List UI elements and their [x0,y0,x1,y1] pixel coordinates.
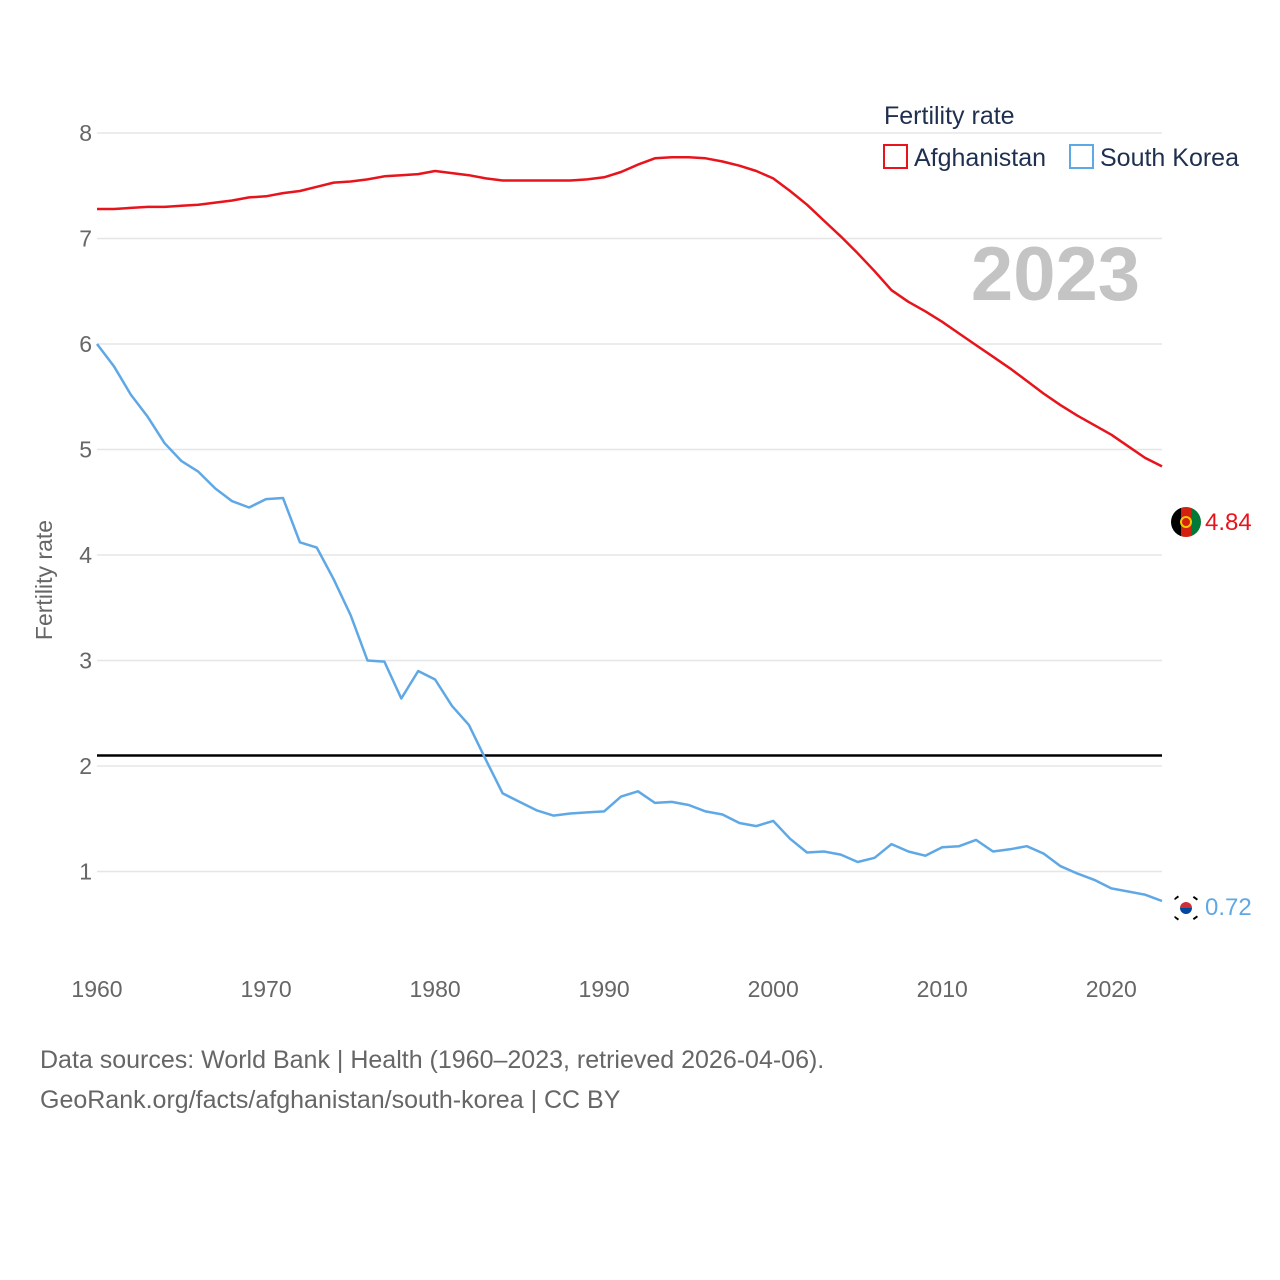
source-line-2[interactable]: GeoRank.org/facts/afghanistan/south-kore… [40,1086,621,1114]
end-value-south-korea: 0.72 [1205,894,1252,921]
south-korea-flag-icon [1171,893,1201,923]
series-line-south-korea[interactable] [96,343,1163,903]
y-tick-1: 1 [79,859,92,885]
x-tick-2020: 2020 [1086,976,1137,1002]
legend-label-south-korea[interactable]: South Korea [1100,144,1239,172]
fertility-rate-chart: 1 2 3 4 5 6 7 8 1960 1970 1980 1990 2000 2010 2020 20… [31,102,1252,1002]
afghanistan-flag-icon [1171,507,1201,537]
legend-label-afghanistan[interactable]: Afghanistan [914,144,1046,172]
x-tick-1990: 1990 [579,976,630,1002]
y-tick-8: 8 [79,120,92,146]
legend-swatch-south-korea[interactable] [1069,144,1094,169]
x-axis-ticks: 1960 1970 1980 1990 2000 2010 2020 [71,976,1136,1002]
x-tick-1970: 1970 [240,976,291,1002]
source-note: Data sources: World Bank | Health (1960–… [40,1040,824,1120]
y-tick-7: 7 [79,226,92,252]
y-tick-2: 2 [79,753,92,779]
y-axis-ticks: 1 2 3 4 5 6 7 8 [79,120,92,885]
x-tick-1960: 1960 [71,976,122,1002]
x-tick-2000: 2000 [748,976,799,1002]
legend: Fertility rate Afghanistan South Korea [883,102,1239,172]
grid-lines [97,132,1162,873]
year-watermark: 2023 [971,232,1140,317]
y-tick-5: 5 [79,437,92,463]
x-tick-2010: 2010 [917,976,968,1002]
source-line-1: Data sources: World Bank | Health (1960–… [40,1046,825,1074]
y-tick-4: 4 [79,542,92,568]
legend-swatch-afghanistan[interactable] [883,144,908,169]
legend-title: Fertility rate [884,102,1015,130]
y-tick-6: 6 [79,331,92,357]
end-value-afghanistan: 4.84 [1205,509,1252,536]
y-axis-label: Fertility rate [31,520,57,640]
series-lines [96,156,1163,903]
series-line-afghanistan[interactable] [97,156,1163,468]
y-tick-3: 3 [79,648,92,674]
x-tick-1980: 1980 [410,976,461,1002]
